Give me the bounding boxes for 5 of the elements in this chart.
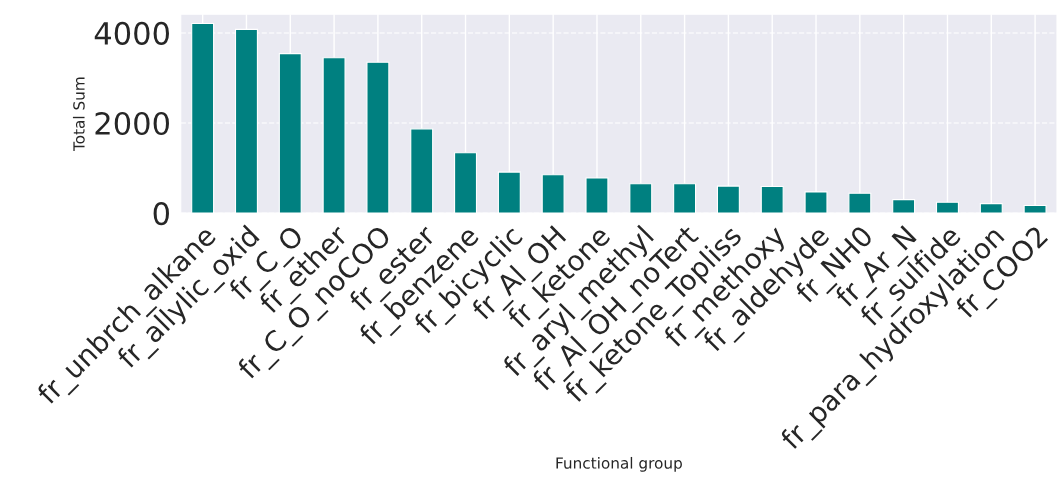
x-axis-title: Functional group (556, 456, 682, 472)
y-tick-label: 0 (153, 202, 169, 226)
y-axis-title: Total Sum (72, 77, 85, 152)
y-tick-label: 2000 (95, 111, 169, 136)
y-tick-label: 4000 (94, 21, 169, 45)
